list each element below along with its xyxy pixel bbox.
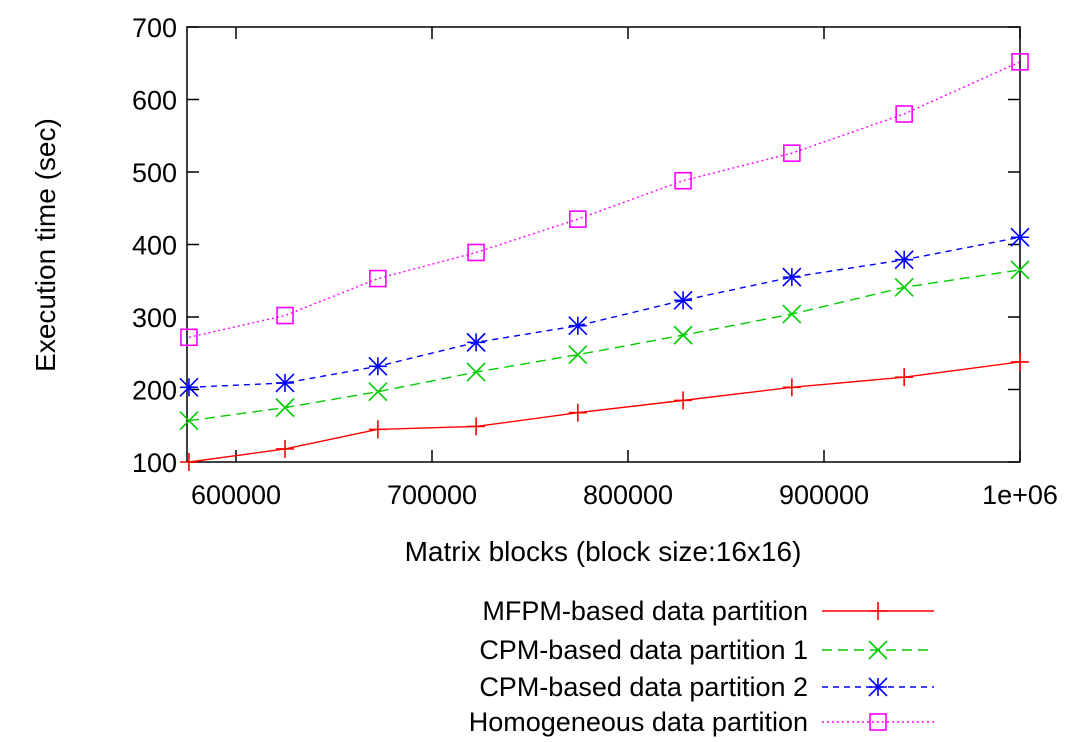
data-point: [466, 362, 486, 382]
y-tick-label: 200: [132, 376, 177, 406]
x-tick-label: 1e+06: [982, 480, 1058, 510]
data-point: [275, 373, 295, 393]
series-2: [179, 260, 1030, 431]
data-point: [275, 398, 295, 418]
y-tick-label: 700: [132, 13, 177, 43]
x-axis: 600000 700000 800000 900000 1e+06: [191, 27, 1058, 510]
data-point: [179, 453, 198, 471]
y-tick-label: 100: [132, 448, 177, 478]
data-point: [368, 356, 388, 376]
data-point: [466, 332, 486, 352]
y-axis-label: Execution time (sec): [30, 118, 61, 372]
plot-border: [186, 26, 1021, 463]
data-point: [180, 328, 198, 347]
data-point: [782, 304, 802, 324]
data-point: [1011, 352, 1029, 371]
y-axis: 100 200 300 400 500 600 700: [132, 13, 1020, 478]
series-4: [180, 52, 1029, 347]
y-tick-label: 600: [132, 86, 177, 116]
series-layer: [179, 52, 1030, 471]
legend-swatch-marker: [868, 677, 888, 697]
data-point: [894, 250, 914, 270]
data-point: [568, 316, 588, 336]
data-point: [783, 144, 801, 162]
data-point: [368, 382, 388, 402]
data-point: [467, 417, 486, 436]
data-point: [894, 277, 914, 297]
data-point: [569, 210, 587, 228]
data-point: [673, 290, 693, 310]
legend-label: Homogeneous data partition: [469, 707, 808, 737]
data-point: [895, 368, 914, 387]
x-tick-label: 700000: [387, 480, 477, 510]
data-point: [782, 378, 801, 397]
legend-label: MFPM-based data partition: [482, 596, 808, 626]
data-point: [368, 420, 387, 439]
legend-swatch-marker: [869, 602, 887, 620]
legend-label: CPM-based data partition 2: [479, 672, 808, 702]
data-point: [276, 306, 294, 325]
data-point: [467, 243, 485, 262]
x-tick-label: 900000: [779, 480, 869, 510]
data-point: [673, 325, 693, 345]
plot-frame: [186, 26, 1021, 463]
data-point: [568, 403, 587, 422]
legend: MFPM-based data partition CPM-based data …: [469, 596, 934, 737]
data-point: [1010, 260, 1030, 280]
series-3: [179, 227, 1030, 397]
legend-swatch-marker: [869, 713, 887, 731]
series-line: [188, 61, 1021, 338]
data-point: [1010, 227, 1030, 247]
series-1: [179, 352, 1029, 471]
y-tick-label: 300: [132, 303, 177, 333]
x-tick-label: 800000: [583, 480, 673, 510]
data-point: [369, 269, 387, 288]
legend-label: CPM-based data partition 1: [479, 635, 808, 665]
data-point: [276, 439, 294, 458]
data-point: [895, 105, 913, 123]
data-point: [179, 377, 199, 397]
x-tick-label: 600000: [191, 480, 281, 510]
data-point: [1011, 52, 1029, 71]
data-point: [179, 411, 199, 431]
data-point: [782, 267, 802, 287]
y-tick-label: 500: [132, 158, 177, 188]
series-line: [188, 269, 1021, 422]
x-axis-label: Matrix blocks (block size:16x16): [405, 536, 802, 567]
data-point: [568, 345, 588, 365]
data-point: [674, 171, 692, 190]
data-point: [674, 391, 693, 410]
legend-swatch-marker: [868, 640, 888, 660]
y-tick-label: 400: [132, 231, 177, 261]
